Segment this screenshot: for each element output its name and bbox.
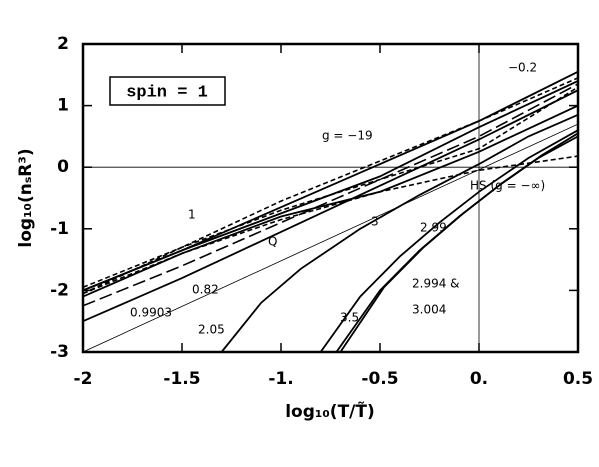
y-tick-label: 2 <box>57 34 69 54</box>
series-label: 3.5 <box>340 311 359 325</box>
x-tick-label: 0.5 <box>563 369 593 389</box>
series-label: 3 <box>371 215 379 229</box>
series-label: 2.994 & <box>412 277 460 291</box>
series-line <box>83 77 578 295</box>
x-tick-label: -1.5 <box>163 369 200 389</box>
series-label: 1 <box>188 208 196 222</box>
series-label: Q <box>268 235 277 249</box>
x-tick-label: -2 <box>74 369 93 389</box>
x-tick-label: -0.5 <box>361 369 398 389</box>
x-tick-label: 0. <box>470 369 488 389</box>
y-axis-label: log₁₀(nₛR³) <box>16 148 36 247</box>
series-label: −0.2 <box>508 61 537 75</box>
plot-frame <box>81 42 580 354</box>
series-label: HS (g = −∞) <box>470 179 545 193</box>
annotation-box <box>109 76 226 106</box>
series-line <box>339 132 578 352</box>
series-line <box>83 123 578 352</box>
series-line <box>319 129 578 352</box>
series-line <box>83 89 578 323</box>
y-tick-label: 0 <box>57 157 69 177</box>
series-line <box>83 104 578 298</box>
series-line <box>220 113 578 352</box>
y-tick-label: -2 <box>50 280 69 300</box>
annotation: spin = 1 <box>126 83 208 102</box>
y-tick-label: -3 <box>50 342 69 362</box>
series-label: 3.004 <box>412 303 446 317</box>
series-line <box>83 86 578 289</box>
y-tick-label: -1 <box>50 219 69 239</box>
x-axis-label: log₁₀(T/T̃) <box>285 401 375 422</box>
x-tick-label: -1. <box>268 369 293 389</box>
series-label: g = −19 <box>322 129 373 143</box>
y-tick-label: 1 <box>57 96 69 116</box>
series-label: 2.05 <box>198 323 225 337</box>
series-label: 0.82 <box>192 283 219 297</box>
series-label: 0.9903 <box>130 306 172 320</box>
